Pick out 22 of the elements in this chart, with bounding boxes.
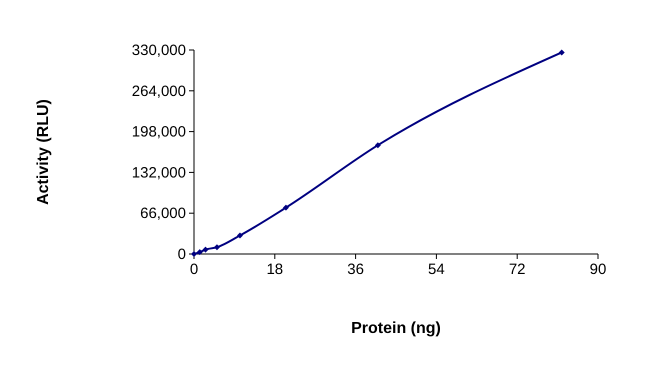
x-tick-label: 90 [590,261,606,278]
y-axis-title: Activity (RLU) [35,99,52,205]
y-tick-label: 330,000 [132,42,186,59]
point [214,244,220,250]
point [558,49,565,56]
point [374,142,381,148]
y-tick-label: 264,000 [132,82,186,100]
x-tick-label: 36 [347,261,364,278]
y-tick-label: 66,000 [140,205,186,222]
x-axis-title: Protein (ng) [351,320,441,337]
y-tick-label: 0 [178,246,186,263]
point [236,232,243,238]
point [282,204,289,211]
x-tick-label: 0 [190,261,198,278]
y-tick-label: 198,000 [132,124,186,141]
point [196,249,203,256]
y-tick-label: 132,000 [132,164,186,182]
x-tick-label: 54 [428,261,445,278]
point [191,251,197,257]
point [202,246,208,253]
x-tick-label: 18 [266,261,284,278]
x-tick-label: 72 [508,261,526,278]
